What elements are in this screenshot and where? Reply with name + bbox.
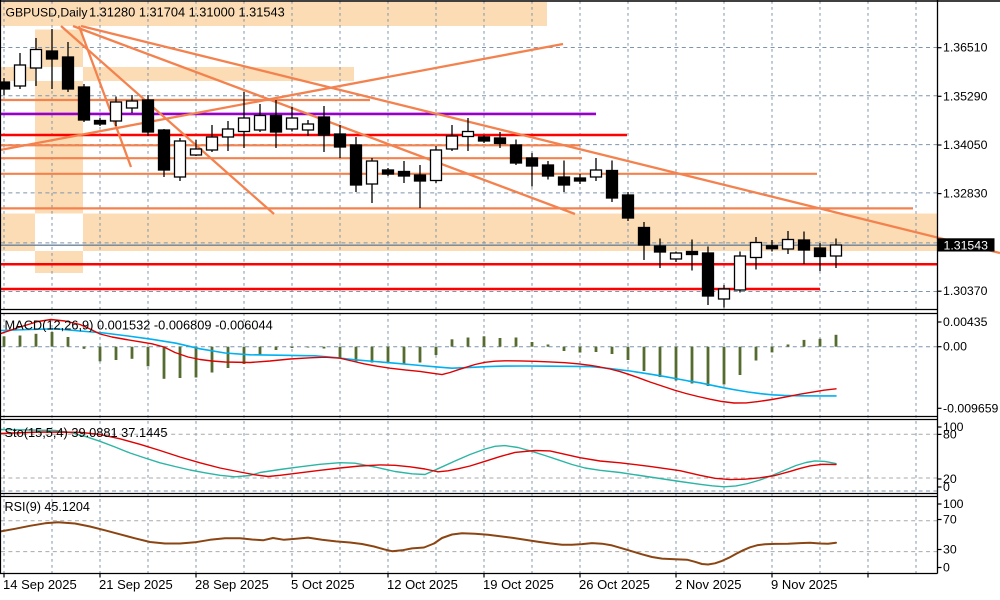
svg-text:20: 20 (943, 472, 957, 486)
svg-text:0.00435: 0.00435 (943, 315, 988, 329)
svg-text:19 Oct 2025: 19 Oct 2025 (483, 577, 554, 592)
svg-text:GBPUSD,Daily: GBPUSD,Daily (6, 6, 89, 20)
svg-text:9 Nov 2025: 9 Nov 2025 (771, 577, 838, 592)
svg-text:1.30370: 1.30370 (943, 284, 988, 298)
svg-text:14 Sep 2025: 14 Sep 2025 (3, 577, 77, 592)
svg-text:30: 30 (943, 543, 957, 557)
svg-text:RSI(9) 45.1204: RSI(9) 45.1204 (5, 500, 90, 514)
svg-text:0: 0 (943, 561, 950, 575)
svg-text:70: 70 (943, 513, 957, 527)
svg-text:100: 100 (943, 497, 964, 511)
svg-text:MACD(12,26,9) 0.001532 -0.0068: MACD(12,26,9) 0.001532 -0.006809 -0.0060… (5, 318, 273, 333)
svg-text:80: 80 (943, 427, 957, 441)
svg-text:1.31280 1.31704 1.31000 1.3154: 1.31280 1.31704 1.31000 1.31543 (89, 5, 285, 20)
svg-text:1.31543: 1.31543 (944, 238, 989, 252)
svg-text:1.34050: 1.34050 (943, 138, 988, 152)
svg-text:5 Oct 2025: 5 Oct 2025 (291, 577, 355, 592)
svg-text:1.35290: 1.35290 (943, 89, 988, 103)
svg-text:Sto(15,5,4) 39.0881 37.1445: Sto(15,5,4) 39.0881 37.1445 (5, 425, 168, 440)
svg-text:28 Sep 2025: 28 Sep 2025 (195, 577, 269, 592)
svg-text:-0.009659: -0.009659 (943, 401, 999, 415)
svg-text:12 Oct 2025: 12 Oct 2025 (387, 577, 458, 592)
svg-text:2 Nov 2025: 2 Nov 2025 (675, 577, 742, 592)
svg-text:100: 100 (943, 420, 964, 434)
svg-text:0.00: 0.00 (943, 340, 967, 354)
svg-text:21 Sep 2025: 21 Sep 2025 (99, 577, 173, 592)
svg-text:26 Oct 2025: 26 Oct 2025 (579, 577, 650, 592)
svg-text:1.32830: 1.32830 (943, 187, 988, 201)
svg-text:1.36510: 1.36510 (943, 41, 988, 55)
svg-text:0: 0 (943, 480, 950, 494)
